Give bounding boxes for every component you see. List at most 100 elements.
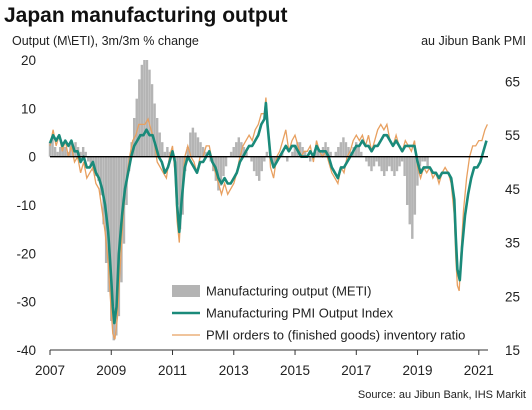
output-bar [258,156,261,181]
output-bar [408,156,411,225]
output-bar [58,147,62,157]
output-bar [112,156,115,341]
output-bar [337,147,340,157]
output-bar [411,156,414,239]
output-bar [189,132,192,157]
output-bar [260,156,263,172]
x-tick-label: 2009 [96,363,126,378]
output-bar [426,156,429,167]
right-tick-label: 55 [505,128,520,143]
output-bar [74,142,77,157]
output-bar [145,60,149,157]
output-bar [140,64,144,157]
x-tick-label: 2011 [158,363,187,378]
output-bar [421,156,424,162]
output-bar [148,69,151,157]
output-bar [326,147,330,157]
output-bar [163,151,167,157]
x-tick-label: 2019 [403,363,433,378]
output-bar [395,156,399,172]
output-bar [380,156,383,172]
output-bar [191,127,195,157]
chart-title: Japan manufacturing output [4,4,288,27]
x-tick-label: 2021 [464,363,494,378]
output-bar [79,151,82,157]
legend-label: Manufacturing output (METI) [206,284,371,299]
output-bar [347,147,350,157]
output-bar [383,156,386,176]
pmi-output-line [48,101,488,325]
x-tick-label: 2017 [341,363,371,378]
output-bar [344,142,348,157]
output-bar [64,147,67,157]
output-bar [224,156,228,167]
output-bar [316,147,320,157]
output-bar [229,151,233,157]
output-bar [196,137,200,157]
output-bar [403,156,406,176]
left-tick-label: 20 [21,53,36,68]
output-bar [303,151,307,157]
output-bar [252,156,256,172]
output-bar [143,60,146,157]
output-bar [56,151,59,157]
legend-swatch-bars [172,285,200,297]
output-bar [357,147,360,157]
output-bar [400,156,404,162]
output-bar [413,156,417,215]
output-bar [405,156,409,205]
output-bar [94,156,98,176]
output-bar [51,137,54,157]
output-bar [158,132,161,157]
left-tick-label: -10 [16,198,36,213]
right-tick-label: 35 [505,236,520,251]
output-bar [235,142,238,157]
output-bar [107,156,110,292]
output-bar [293,147,297,157]
output-bar [329,151,332,157]
output-bar [201,147,205,157]
right-axis-label: au Jibun Bank PMI [421,34,526,48]
output-bar [176,156,179,205]
output-bar [370,156,373,172]
output-bar [138,79,141,157]
output-bar [87,156,90,162]
output-bar [219,156,223,186]
output-bar [286,156,289,162]
output-bar [298,142,302,157]
output-bar [385,156,389,172]
output-bar [84,151,87,157]
output-bar [423,156,427,162]
output-bar [250,156,253,162]
x-tick-label: 2015 [280,363,310,378]
output-bar [232,147,235,157]
left-tick-label: -30 [16,295,36,310]
output-bar [365,156,368,162]
output-bar [161,142,164,157]
output-bar [263,156,266,162]
output-bar [377,156,381,167]
left-tick-label: 10 [21,101,36,116]
output-bar [81,147,85,157]
left-tick-label: -40 [16,343,36,358]
output-bar [237,137,241,157]
output-bar [324,142,327,157]
output-bar [242,147,246,157]
output-bar [301,147,304,157]
output-bar [339,142,343,157]
output-bar [375,156,378,162]
output-bar [194,132,197,157]
right-tick-label: 25 [505,289,520,304]
output-bar [390,156,394,172]
source-note: Source: au Jibun Bank, IHS Markit [357,389,526,401]
right-tick-label: 65 [505,74,520,89]
legend: Manufacturing output (METI) Manufacturing… [172,284,465,343]
output-bar [150,84,154,157]
output-bar [393,156,396,176]
output-bar [186,147,189,157]
output-bar [48,142,52,157]
output-bar [135,98,138,157]
output-bar [367,156,371,167]
